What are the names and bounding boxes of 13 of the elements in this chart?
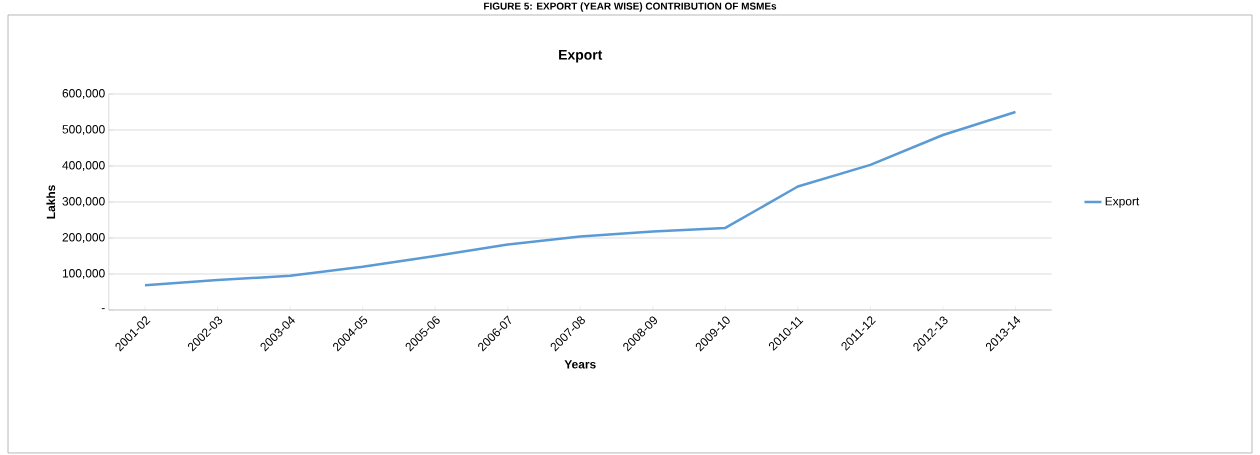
y-tick-label: 500,000 xyxy=(62,125,105,135)
chart-subtitle: FIGURE 5: EXPORT (YEAR WISE) CONTRIBUTION OF MSMEs xyxy=(484,2,777,12)
y-tick-label: 400,000 xyxy=(62,161,105,171)
legend-label: Export xyxy=(1105,197,1140,208)
chart-title: Export xyxy=(559,50,603,63)
y-tick-label: 100,000 xyxy=(62,269,105,279)
y-axis-title: Lakhs xyxy=(46,185,56,219)
x-axis-title: Years xyxy=(564,360,596,369)
y-tick-label: 600,000 xyxy=(62,89,105,99)
y-tick-label: 300,000 xyxy=(62,197,105,207)
y-tick-label: - xyxy=(101,308,105,310)
y-tick-label: 200,000 xyxy=(62,233,105,243)
line-series xyxy=(143,110,1017,287)
